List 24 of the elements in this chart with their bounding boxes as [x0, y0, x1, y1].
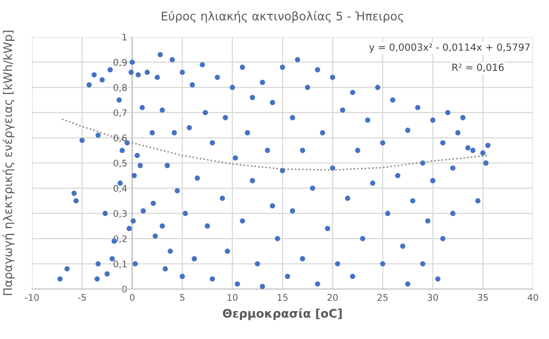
x-tick-label: 25: [378, 294, 388, 301]
y-tick-label: 0,5: [114, 160, 127, 168]
x-tick-label: -5: [78, 294, 86, 301]
x-tick-label: 30: [428, 294, 438, 301]
y-tick-label: 0,8: [114, 84, 127, 92]
annotation: R² = 0,016: [452, 64, 504, 72]
y-axis-title: Παραγωγή ηλεκτρικής ενέργειας [kWh/kWp]: [2, 30, 14, 296]
x-tick-label: 20: [328, 294, 338, 301]
x-tick-label: 35: [478, 294, 488, 301]
y-tick-label: 0,3: [114, 210, 127, 218]
y-tick-label: 1: [122, 34, 127, 40]
x-tick-label: 0: [130, 294, 134, 301]
x-tick-label: -10: [25, 294, 39, 301]
x-tick-label: 40: [528, 294, 538, 301]
x-tick-label: 10: [228, 294, 238, 301]
y-tick-label: 0,7: [114, 109, 127, 118]
y-tick-label: 0,9: [114, 58, 127, 67]
x-tick-label: 5: [180, 294, 184, 301]
chart-title: Εύρος ηλιακής ακτινοβολίας 5 - Ήπειρος: [162, 10, 404, 23]
y-tick-label: 0,4: [114, 184, 127, 193]
x-axis-title: Θερμοκρασία [oC]: [222, 308, 342, 320]
y-tick-label: 0,1: [114, 260, 127, 268]
annotation: y = 0,0003x² - 0,0114x + 0,5797: [369, 43, 530, 53]
x-tick-label: 15: [278, 294, 288, 301]
